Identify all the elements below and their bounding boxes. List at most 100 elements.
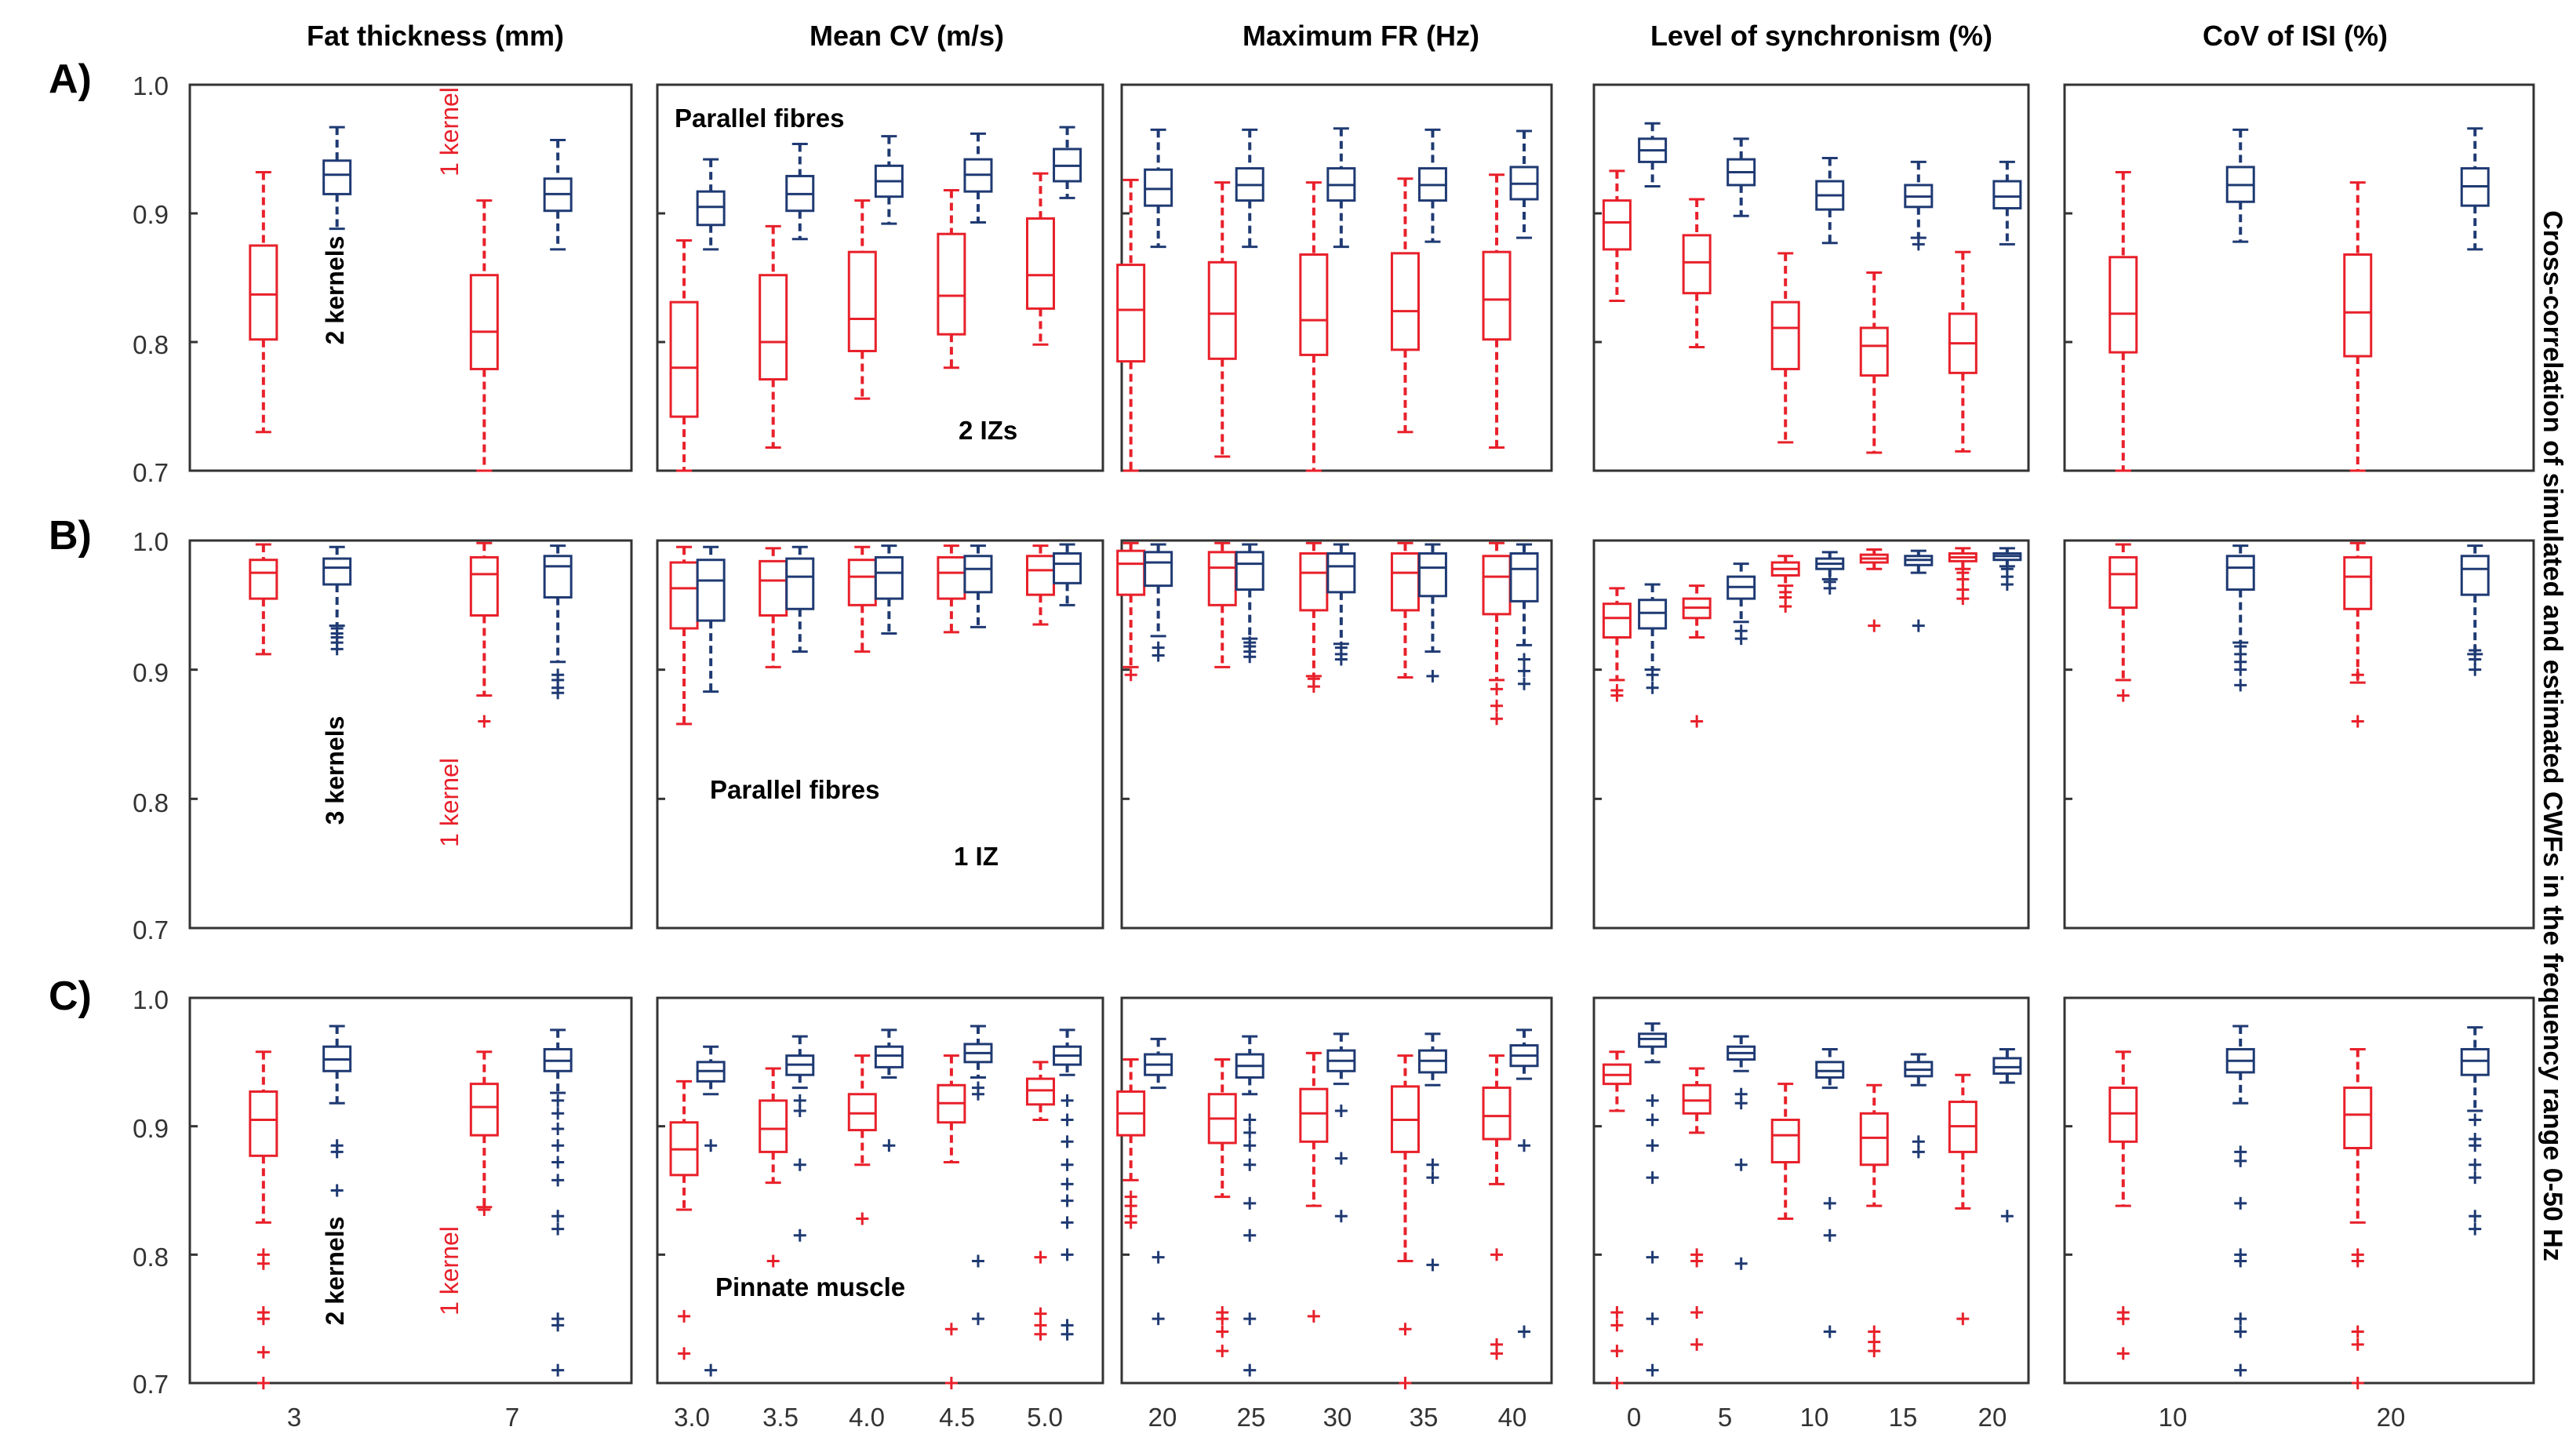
outlier [1823, 1325, 1836, 1338]
outlier [1490, 1248, 1504, 1261]
box [1116, 264, 1146, 363]
box [1482, 1087, 1512, 1141]
boxplot [1482, 541, 1512, 726]
boxplot [759, 1067, 788, 1268]
boxplot [249, 1050, 278, 1389]
boxplot [696, 1045, 726, 1377]
panel-frame [1592, 996, 2030, 1385]
box [1482, 555, 1512, 616]
boxplot [1992, 1047, 2022, 1223]
outlier [1823, 581, 1836, 595]
box [2225, 555, 2255, 592]
y-tick-labels-row-a: 1.0 0.9 0.8 0.7 [133, 71, 169, 487]
outlier [1124, 668, 1137, 682]
column-title-sync: Level of synchronism (%) [1650, 20, 1992, 52]
boxplot [2225, 544, 2255, 692]
boxplot [1417, 128, 1447, 243]
boxplot [469, 1050, 499, 1217]
box [1638, 1032, 1668, 1048]
panel-frame [2063, 539, 2535, 930]
boxplot [543, 139, 573, 251]
outlier [551, 1210, 565, 1223]
x-tick-label: 4.0 [849, 1403, 885, 1432]
boxplot [1144, 543, 1173, 662]
outlier [1216, 1345, 1229, 1358]
boxplot [1948, 1073, 1977, 1326]
outlier [2234, 663, 2247, 676]
outlier [882, 1139, 896, 1152]
box [1299, 551, 1329, 612]
outlier [1779, 599, 1792, 613]
box [1390, 551, 1420, 612]
boxplot [1025, 172, 1055, 346]
boxplot [1299, 181, 1329, 472]
box [1682, 1083, 1712, 1115]
boxplot [1770, 252, 1800, 444]
x-tick-label: 20 [2377, 1403, 2406, 1432]
x-tick-label: 3.0 [674, 1403, 710, 1432]
outlier [1646, 1094, 1659, 1107]
box [1638, 599, 1668, 630]
outlier [944, 1323, 958, 1336]
outlier [1868, 619, 1881, 632]
outlier [551, 1107, 565, 1120]
outlier [1690, 1305, 1704, 1319]
boxplot [1682, 198, 1712, 349]
outlier [2234, 679, 2247, 692]
outlier [856, 1212, 869, 1225]
boxplot [1638, 122, 1668, 188]
outlier [1243, 650, 1257, 664]
box [249, 1090, 278, 1157]
box [1390, 252, 1420, 351]
outlier [1243, 1139, 1257, 1152]
outlier [2000, 1210, 2014, 1223]
outlier [944, 1377, 958, 1389]
outlier [2351, 1377, 2364, 1389]
boxplot [1390, 1054, 1420, 1389]
box [1207, 551, 1237, 606]
box [1299, 253, 1329, 356]
annotation-multi-kernel-a: 2 kernels [321, 236, 349, 345]
x-tick-labels-sync: 0 5 10 15 20 [1627, 1403, 2007, 1432]
boxplot [469, 199, 499, 472]
box [1859, 326, 1889, 377]
boxplot [1904, 1053, 1934, 1159]
y-tick-label: 0.9 [133, 658, 169, 687]
outlier [1610, 689, 1624, 702]
outlier [1243, 1228, 1257, 1242]
outlier [2234, 1154, 2247, 1167]
boxplot [785, 1035, 815, 1242]
panel-frame [2063, 996, 2535, 1385]
outlier [2351, 1254, 2364, 1268]
annotation-red-kernel-a: 1 kernel [435, 87, 464, 177]
boxplot [2343, 541, 2373, 728]
outlier [1243, 1312, 1257, 1326]
boxplot [874, 1028, 904, 1152]
outlier [2234, 1196, 2247, 1210]
outlier [1061, 1158, 1074, 1171]
boxplot [1417, 1032, 1447, 1272]
x-tick-label: 25 [1237, 1403, 1266, 1432]
outlier [1334, 1152, 1348, 1165]
outlier [2469, 1158, 2482, 1171]
box [322, 557, 352, 586]
outlier [330, 1145, 344, 1159]
box [1682, 234, 1712, 295]
outlier [1243, 1158, 1257, 1171]
box [249, 244, 278, 341]
boxplot [2343, 181, 2373, 472]
outlier [1646, 668, 1659, 682]
x-tick-label: 10 [2159, 1403, 2188, 1432]
box [2343, 1087, 2373, 1149]
boxplot [1326, 127, 1356, 249]
outlier [1061, 1178, 1074, 1191]
boxplot [322, 1025, 352, 1197]
outlier [1061, 1094, 1074, 1107]
annotation-multi-kernel-b: 3 kernels [321, 716, 349, 825]
outlier [551, 1156, 565, 1169]
outlier [1243, 1363, 1257, 1377]
boxplot [874, 135, 904, 225]
boxplot [2225, 128, 2255, 243]
boxplot [322, 126, 352, 231]
box [1482, 250, 1512, 341]
